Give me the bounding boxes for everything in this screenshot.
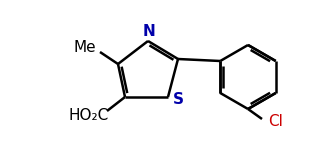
Text: HO₂C: HO₂C — [69, 108, 109, 124]
Text: Me: Me — [74, 41, 96, 55]
Text: Cl: Cl — [268, 114, 283, 129]
Text: N: N — [143, 24, 156, 39]
Text: S: S — [172, 93, 183, 107]
